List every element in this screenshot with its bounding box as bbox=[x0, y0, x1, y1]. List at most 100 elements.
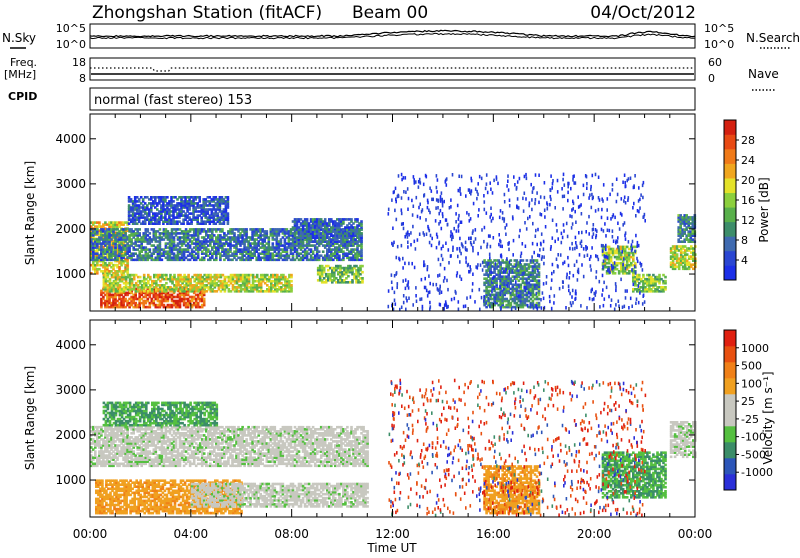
heatmap-cell bbox=[634, 246, 637, 249]
heatmap-cell bbox=[402, 279, 404, 283]
heatmap-cell bbox=[161, 259, 164, 262]
heatmap-cell bbox=[436, 190, 438, 194]
heatmap-cell bbox=[505, 233, 507, 237]
heatmap-cell bbox=[628, 240, 630, 244]
heatmap-cell bbox=[361, 265, 364, 268]
heatmap-cell bbox=[443, 279, 445, 283]
heatmap-cell bbox=[290, 274, 293, 277]
heatmap-cell bbox=[586, 182, 588, 186]
heatmap-cell bbox=[388, 212, 390, 216]
heatmap-cell bbox=[119, 284, 122, 287]
heatmap-cell bbox=[338, 254, 341, 257]
heatmap-cell bbox=[438, 212, 440, 216]
heatmap-cell bbox=[479, 288, 481, 292]
heatmap-cell bbox=[227, 212, 230, 215]
heatmap-cell bbox=[590, 264, 592, 268]
heatmap-cell bbox=[410, 243, 412, 247]
heatmap-cell bbox=[138, 228, 141, 231]
heatmap-cell bbox=[448, 261, 450, 265]
heatmap-cell bbox=[98, 221, 101, 224]
heatmap-cell bbox=[506, 223, 508, 227]
heatmap-cell bbox=[564, 260, 566, 264]
nave-tick-bottom: 0 bbox=[708, 72, 715, 85]
heatmap-cell bbox=[517, 180, 519, 184]
heatmap-cell bbox=[149, 232, 152, 235]
nave-label: Nave bbox=[748, 67, 779, 81]
freq-tick-top: 18 bbox=[72, 56, 86, 69]
beam-label: Beam 00 bbox=[352, 3, 428, 23]
heatmap-cell bbox=[445, 242, 447, 246]
heatmap-cell bbox=[458, 308, 460, 312]
heatmap-cell bbox=[110, 246, 113, 249]
heatmap-cell bbox=[402, 257, 404, 261]
heatmap-cell bbox=[397, 245, 399, 249]
heatmap-cell bbox=[397, 282, 399, 286]
heatmap-cell bbox=[664, 280, 667, 283]
heatmap-cell bbox=[322, 250, 325, 253]
heatmap-cell bbox=[415, 286, 417, 290]
heatmap-cell bbox=[483, 240, 485, 244]
heatmap-cell bbox=[413, 175, 415, 179]
heatmap-cell bbox=[614, 272, 617, 275]
heatmap-cell bbox=[516, 294, 518, 298]
heatmap-cell bbox=[431, 237, 433, 241]
heatmap-cell bbox=[272, 242, 275, 245]
heatmap-cell bbox=[603, 304, 605, 308]
heatmap-cell bbox=[233, 232, 236, 235]
heatmap-cell bbox=[423, 260, 425, 264]
heatmap-cell bbox=[347, 275, 350, 278]
heatmap-cell bbox=[468, 213, 470, 217]
freq-panel bbox=[90, 58, 695, 80]
heatmap-cell bbox=[605, 234, 607, 238]
heatmap-cell bbox=[622, 181, 624, 185]
heatmap-cell bbox=[566, 273, 568, 277]
heatmap-cell bbox=[143, 290, 146, 293]
heatmap-cell bbox=[143, 274, 146, 277]
heatmap-cell bbox=[203, 298, 206, 301]
heatmap-cell bbox=[576, 260, 578, 264]
heatmap-cell bbox=[549, 300, 551, 304]
heatmap-cell bbox=[159, 228, 162, 231]
heatmap-cell bbox=[483, 194, 485, 198]
heatmap-cell bbox=[412, 213, 414, 217]
heatmap-cell bbox=[561, 187, 563, 191]
heatmap-cell bbox=[485, 187, 487, 191]
heatmap-cell bbox=[306, 218, 309, 221]
heatmap-cell bbox=[405, 278, 407, 282]
cpid-label: CPID bbox=[8, 90, 37, 103]
heatmap-cell bbox=[149, 276, 152, 279]
heatmap-cell bbox=[294, 232, 297, 235]
heatmap-cell bbox=[465, 260, 467, 264]
heatmap-cell bbox=[567, 191, 569, 195]
heatmap-cell bbox=[437, 206, 439, 210]
heatmap-cell bbox=[490, 294, 492, 298]
heatmap-cell bbox=[676, 253, 679, 256]
heatmap-cell bbox=[360, 232, 363, 235]
heatmap-cell bbox=[173, 274, 176, 277]
heatmap-cell bbox=[658, 274, 661, 277]
heatmap-cell bbox=[405, 191, 407, 195]
heatmap-cell bbox=[638, 274, 641, 277]
heatmap-cell bbox=[513, 175, 515, 179]
heatmap-cell bbox=[410, 231, 412, 235]
heatmap-cell bbox=[538, 263, 541, 266]
heatmap-cell bbox=[617, 222, 619, 226]
nsky-tick-bottom: 10^0 bbox=[56, 38, 86, 51]
heatmap-cell bbox=[528, 291, 530, 295]
heatmap-cell bbox=[664, 286, 667, 289]
heatmap-cell bbox=[187, 274, 190, 277]
heatmap-cell bbox=[441, 247, 443, 251]
date-label: 04/Oct/2012 bbox=[590, 3, 696, 23]
heatmap-cell bbox=[149, 248, 152, 251]
heatmap-cell bbox=[551, 278, 553, 282]
heatmap-cell bbox=[544, 209, 546, 213]
heatmap-cell bbox=[314, 240, 317, 243]
heatmap-cell bbox=[559, 287, 561, 291]
heatmap-cell bbox=[543, 248, 545, 252]
heatmap-cell bbox=[403, 227, 405, 231]
heatmap-cell bbox=[572, 178, 574, 182]
heatmap-cell bbox=[572, 301, 574, 305]
heatmap-cell bbox=[266, 230, 269, 233]
